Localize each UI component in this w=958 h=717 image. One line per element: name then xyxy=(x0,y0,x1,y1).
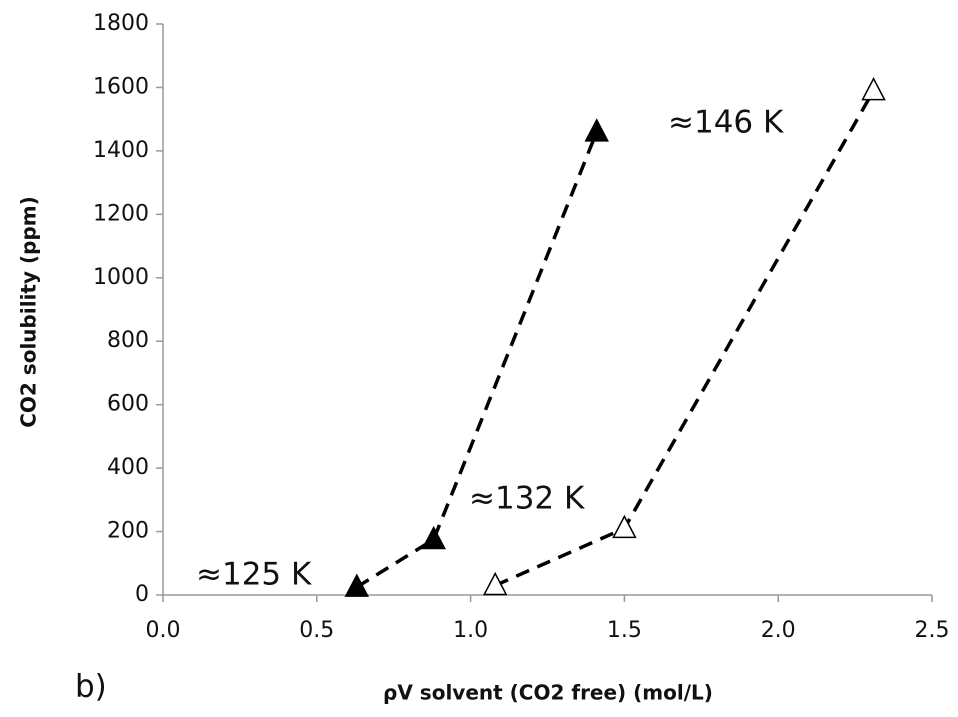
y-tick-label: 200 xyxy=(107,519,149,544)
x-tick-label: 1.5 xyxy=(607,618,642,643)
y-tick-label: 0 xyxy=(135,582,149,607)
y-tick-label: 1000 xyxy=(93,265,149,290)
x-tick-label: 2.5 xyxy=(915,618,950,643)
y-axis-title: CO2 solubility (ppm) xyxy=(17,196,41,428)
y-tick-label: 600 xyxy=(107,392,149,417)
marker xyxy=(584,118,609,142)
series-line xyxy=(355,131,599,589)
y-tick-label: 800 xyxy=(107,328,149,353)
x-tick-label: 1.0 xyxy=(453,618,488,643)
y-tick-label: 1600 xyxy=(93,74,149,99)
x-axis-title: ρV solvent (CO2 free) (mol/L) xyxy=(383,681,713,705)
y-tick-label: 1400 xyxy=(93,138,149,163)
panel-label: b) xyxy=(75,669,107,705)
x-tick-label: 0.5 xyxy=(299,618,334,643)
x-tick-label: 2.0 xyxy=(761,618,796,643)
x-tick-label: 0.0 xyxy=(146,618,181,643)
marker xyxy=(861,77,886,101)
annotation: ≈146 K xyxy=(668,105,784,141)
marker xyxy=(612,514,637,539)
y-tick-label: 1800 xyxy=(93,11,149,36)
annotation: ≈132 K xyxy=(469,481,585,517)
marker xyxy=(421,525,446,550)
annotation: ≈125 K xyxy=(196,557,312,593)
y-tick-label: 400 xyxy=(107,455,149,480)
y-tick-label: 1200 xyxy=(93,201,149,226)
marker xyxy=(344,573,370,597)
marker xyxy=(482,571,508,596)
